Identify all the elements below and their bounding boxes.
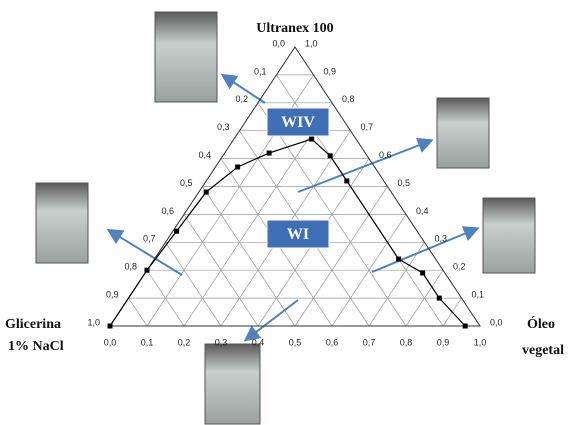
tick-label: 0,0 (104, 337, 117, 347)
tick-label: 1,0 (87, 317, 100, 327)
tick-label: 0,2 (235, 94, 248, 104)
region-box (266, 219, 330, 249)
grid-line (128, 297, 148, 327)
point (203, 189, 209, 195)
tick-label: 0,1 (141, 337, 154, 347)
point (420, 270, 426, 276)
tick-label: 0,6 (379, 150, 392, 160)
tick-label: 1,0 (474, 337, 487, 347)
point (436, 295, 442, 301)
photo (204, 343, 261, 425)
grid-line (368, 242, 425, 327)
tick-label: 0,7 (143, 234, 156, 244)
point (107, 323, 113, 329)
tick-label: 0,9 (437, 337, 450, 347)
grid-line (294, 186, 388, 327)
tick-label: 0,8 (124, 262, 137, 272)
tick-label: 0,6 (161, 206, 174, 216)
photo (154, 11, 218, 103)
tick-label: 0,8 (400, 337, 413, 347)
grid-line (202, 186, 296, 327)
arrow (371, 226, 480, 273)
point (309, 136, 315, 142)
tick-label: 1,0 (305, 38, 318, 48)
vertex-label: Glicerina (5, 317, 61, 332)
arrow (220, 73, 266, 104)
region-box (266, 107, 330, 137)
grid-line (165, 242, 222, 327)
tick-label: 0,2 (178, 337, 191, 347)
tick-label: 0,2 (453, 262, 466, 272)
tick-label: 0,8 (342, 94, 355, 104)
vertex-label: 1% NaCl (8, 339, 64, 354)
point (344, 178, 350, 184)
arrow (106, 228, 183, 276)
chart-title: Ultranex 100 (256, 21, 333, 36)
tick-label: 0,5 (398, 178, 411, 188)
tick-label: 0,1 (472, 289, 485, 299)
point (327, 153, 333, 159)
tick-label: 0,1 (254, 66, 267, 76)
point (174, 228, 180, 234)
tick-label: 0,3 (435, 234, 448, 244)
photo (482, 197, 536, 274)
triangle (109, 46, 481, 327)
tick-label: 0,7 (361, 122, 374, 132)
vertex-label: vegetal (522, 343, 564, 358)
photo (35, 182, 89, 264)
tick-label: 0,6 (326, 337, 339, 347)
tick-label: 0,9 (324, 66, 337, 76)
tick-label: 0,5 (289, 337, 302, 347)
tick-label: 0,7 (363, 337, 376, 347)
tick-label: 0,0 (272, 38, 285, 48)
photo (436, 97, 490, 169)
vertex-label: Óleo (527, 315, 555, 332)
arrow (243, 299, 299, 342)
tick-label: 0,4 (198, 150, 211, 160)
point (235, 164, 241, 170)
tick-label: 0,4 (252, 337, 265, 347)
tick-label: 0,3 (217, 122, 230, 132)
region-label: WI (287, 226, 309, 243)
tick-label: 0,9 (106, 289, 119, 299)
tick-label: 0,5 (180, 178, 193, 188)
tick-label: 0,3 (215, 337, 228, 347)
arrow (297, 137, 434, 193)
tick-label: 0,0 (490, 317, 503, 327)
point (144, 267, 150, 273)
point (462, 323, 468, 329)
point (396, 256, 402, 262)
decorations (35, 11, 536, 425)
tick-label: 0,4 (416, 206, 429, 216)
point (266, 150, 272, 156)
region-label: WIV (281, 114, 315, 131)
